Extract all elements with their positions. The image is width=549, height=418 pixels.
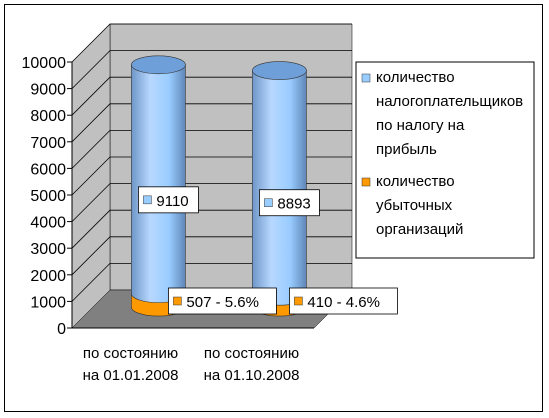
y-tick-label: 9000 (30, 82, 66, 99)
data-label-swatch (294, 296, 303, 306)
gridline (71, 23, 352, 63)
data-labels: 9110 507 - 5.6% 8893 410 - 4.6% (137, 186, 398, 315)
data-label-box (288, 287, 398, 315)
legend: количество налогоплательщиков по налогу на… (355, 61, 535, 259)
data-label-text: 507 - 5.6% (186, 294, 259, 311)
category-label: по состоянию (204, 345, 299, 362)
legend-box (355, 61, 535, 259)
legend-entry-text: налогоплательщиков (376, 93, 523, 110)
y-tick-label: 3000 (30, 241, 66, 258)
bars (131, 55, 307, 317)
legend-swatch (361, 177, 371, 187)
legend-entry-text: по налогу на (376, 117, 465, 134)
y-tick-label: 0 (57, 321, 66, 338)
data-label-swatch (143, 195, 152, 205)
y-tick-label: 7000 (30, 135, 66, 152)
y-tick-label: 4000 (30, 215, 66, 232)
category-label: на 01.10.2008 (204, 367, 300, 384)
legend-entry-text: количество (376, 69, 455, 86)
y-tick-label: 1000 (30, 294, 66, 311)
bar-series1-top (131, 55, 186, 75)
data-label-box (167, 287, 277, 315)
x-axis-category-labels: по состоянию на 01.01.2008 по состоянию на … (83, 345, 300, 384)
data-label-text: 9110 (156, 193, 188, 210)
legend-swatch (361, 73, 371, 83)
gridline (71, 50, 352, 89)
legend-entry-text: количество (376, 173, 455, 190)
category-label: на 01.01.2008 (83, 367, 179, 384)
data-label-swatch (264, 198, 273, 207)
y-tick-label: 6000 (30, 161, 66, 178)
legend-entry-text: убыточных (376, 197, 453, 214)
category-label: по состоянию (83, 345, 178, 362)
plot-walls (71, 23, 353, 329)
bar-series1-top (252, 61, 307, 80)
bar-series1 (252, 70, 307, 306)
data-label-swatch (173, 296, 182, 306)
data-label-text: 8893 (277, 196, 310, 213)
bar-series1 (131, 64, 186, 303)
y-tick-label: 2000 (30, 268, 66, 285)
legend-entry-text: прибыль (376, 141, 437, 158)
y-axis-tick-labels: 0 1000 2000 3000 4000 5000 6000 7000 8000 9000 100… (22, 55, 314, 338)
y-tick-label: 5000 (30, 188, 66, 205)
legend-entry-text: организаций (376, 221, 463, 238)
y-tick-label: 8000 (30, 108, 66, 125)
y-tick-label: 10000 (22, 55, 67, 72)
data-label-text: 410 - 4.6% (307, 294, 380, 311)
